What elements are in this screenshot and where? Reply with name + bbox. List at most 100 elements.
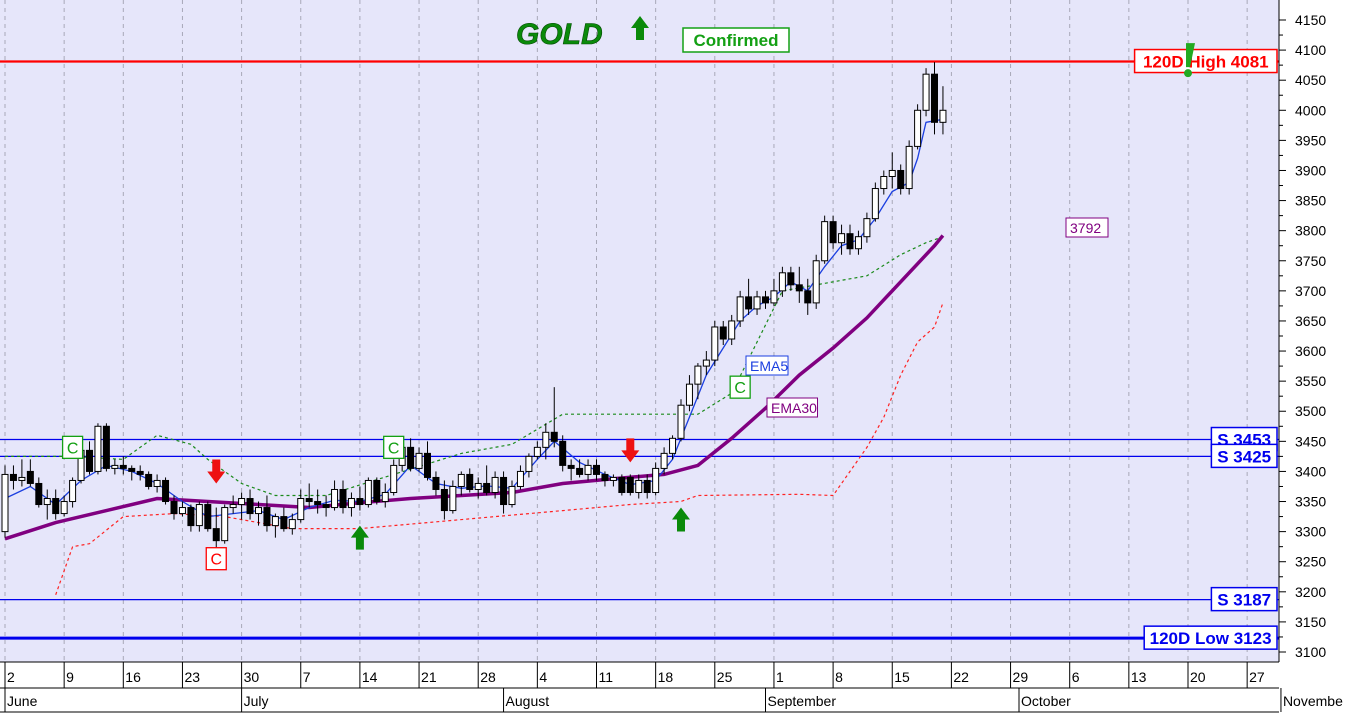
y-tick-label: 3950 — [1295, 132, 1326, 148]
candle — [922, 68, 930, 117]
sell-arrow-icon — [621, 438, 640, 463]
confirm-c-label: C — [734, 380, 746, 397]
candle-body-up — [364, 479, 372, 506]
candle — [449, 480, 457, 514]
candle-body-down — [550, 431, 558, 442]
x-tick-label: 1 — [776, 669, 784, 685]
month-label: July — [244, 693, 269, 709]
y-tick-label: 3250 — [1295, 554, 1326, 570]
candle-body-down — [280, 516, 288, 530]
level-label-box — [1210, 586, 1278, 612]
candle — [128, 465, 136, 481]
candle-body-down — [762, 296, 769, 304]
candle — [415, 447, 423, 472]
y-tick-label: 4000 — [1295, 102, 1326, 118]
x-tick-label: 27 — [1249, 669, 1265, 685]
candle — [381, 483, 389, 508]
candle — [440, 480, 448, 520]
candle — [86, 441, 93, 475]
candle — [745, 278, 753, 315]
month-label: Novembe — [1283, 693, 1343, 709]
candle — [170, 495, 178, 520]
x-tick-label: 2 — [7, 669, 15, 685]
candle — [736, 290, 744, 327]
candle-body-up — [288, 519, 296, 530]
candle — [804, 278, 812, 315]
candle — [407, 438, 415, 472]
y-tick-label: 3350 — [1295, 494, 1326, 510]
candle — [821, 215, 829, 264]
y-tick-label: 3900 — [1295, 162, 1326, 178]
candle-body-down — [593, 464, 600, 475]
candle-body-up — [542, 431, 550, 448]
candle — [432, 471, 440, 496]
x-tick-label: 30 — [244, 669, 260, 685]
y-tick-label: 3150 — [1295, 614, 1326, 630]
level-label-box — [1133, 48, 1278, 74]
x-tick-label: 23 — [184, 669, 200, 685]
candle-body-down — [145, 473, 153, 487]
candle — [778, 266, 786, 297]
candle-body-up — [635, 479, 643, 493]
candle — [26, 459, 34, 487]
ema5-label-box — [745, 355, 789, 376]
candle-body-up — [652, 467, 660, 493]
level-label-box — [1210, 443, 1278, 469]
buy-arrow-icon — [672, 507, 690, 532]
x-tick-label: 14 — [362, 669, 378, 685]
candle — [119, 456, 127, 475]
x-tick-label: 18 — [658, 669, 674, 685]
candle-body-up — [812, 260, 820, 304]
candle — [145, 471, 153, 490]
candle-body-down — [559, 440, 567, 466]
confirm-c-box — [205, 547, 227, 571]
candle-body-up — [939, 109, 947, 123]
x-axis-panel — [0, 662, 1358, 716]
candle-body-up — [880, 175, 888, 190]
candle — [35, 477, 43, 508]
grid-layer — [4, 0, 1248, 662]
candle-body-up — [694, 365, 702, 385]
candle-body-down — [829, 221, 837, 244]
y-tick-label: 3200 — [1295, 584, 1326, 600]
candle — [812, 254, 820, 309]
candle-body-up — [508, 485, 516, 506]
x-tick-label: 22 — [953, 669, 969, 685]
candle — [753, 290, 761, 315]
candle-body-down — [314, 501, 322, 506]
y-tick-label: 3750 — [1295, 253, 1326, 269]
candle — [204, 501, 212, 532]
candle — [229, 495, 237, 514]
candle-body-up — [516, 470, 524, 487]
candle-body-up — [491, 476, 499, 493]
candle — [424, 441, 431, 481]
candle — [212, 507, 220, 550]
y-tick-label: 3500 — [1295, 403, 1326, 419]
y-tick-label: 3300 — [1295, 524, 1326, 540]
candle-body-up — [347, 498, 355, 509]
candle — [702, 351, 710, 376]
candle — [52, 489, 60, 520]
candle — [533, 441, 541, 460]
candle-body-down — [35, 482, 43, 506]
candle-body-down — [601, 473, 609, 481]
title-up-arrow-icon — [631, 16, 649, 40]
candle-body-down — [356, 498, 364, 506]
candle-body-down — [745, 296, 753, 310]
candle — [263, 495, 271, 532]
ema30-value-label: 3792 — [1070, 220, 1101, 236]
candle — [246, 489, 254, 520]
candle-body-down — [567, 464, 575, 469]
candle-body-up — [609, 476, 617, 481]
candle-body-up — [778, 272, 786, 292]
candle — [162, 477, 170, 505]
candle-body-down — [897, 169, 905, 190]
candle — [457, 471, 465, 496]
candle-body-up — [474, 482, 482, 490]
x-tick-label: 7 — [303, 669, 311, 685]
candle-body-down — [119, 464, 127, 469]
candle-body-down — [263, 507, 271, 527]
candle — [136, 465, 144, 481]
